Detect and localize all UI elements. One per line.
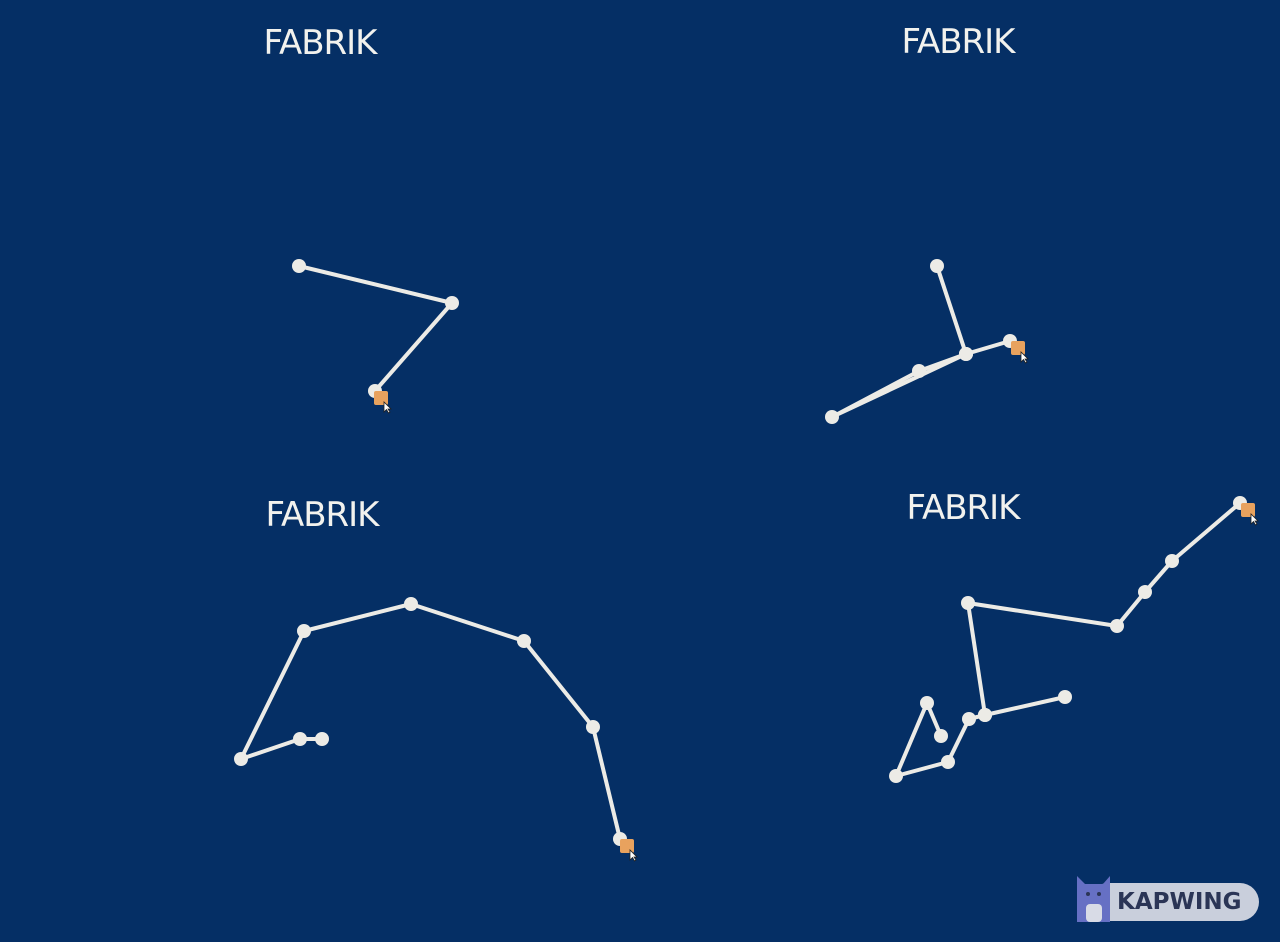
chain-segment-bottom-left-3 — [302, 602, 413, 633]
target-square-icon-top-left[interactable] — [374, 391, 388, 405]
panel-title-bottom-left: FABRIK — [265, 495, 380, 535]
chain-segment-bottom-right-2 — [966, 601, 1119, 628]
chain-joint-bottom-left-0[interactable] — [315, 732, 329, 746]
chain-joint-bottom-right-7[interactable] — [934, 729, 948, 743]
chain-segment-bottom-left-5 — [522, 639, 595, 729]
chain-joint-bottom-right-4[interactable] — [1138, 585, 1152, 599]
mouse-pointer-icon-top-left — [383, 401, 392, 414]
chain-joint-top-right-0[interactable] — [930, 259, 944, 273]
chain-joint-bottom-left-3[interactable] — [297, 624, 311, 638]
mouse-pointer-icon-bottom-left — [629, 849, 638, 862]
panel-title-bottom-right: FABRIK — [906, 488, 1021, 528]
target-square-icon-top-right[interactable] — [1011, 341, 1025, 355]
panel-title-top-left: FABRIK — [263, 23, 378, 63]
chain-joint-top-left-1[interactable] — [445, 296, 459, 310]
chain-segment-bottom-right-9 — [946, 717, 971, 764]
chain-joint-bottom-right-8[interactable] — [920, 696, 934, 710]
chain-joint-bottom-left-2[interactable] — [234, 752, 248, 766]
chain-joint-bottom-right-10[interactable] — [941, 755, 955, 769]
chain-joint-bottom-right-3[interactable] — [1110, 619, 1124, 633]
kapwing-watermark: KAPWING — [1077, 874, 1260, 922]
chain-joint-top-left-0[interactable] — [292, 259, 306, 273]
chain-joint-bottom-right-0[interactable] — [1058, 690, 1072, 704]
mouse-pointer-icon-bottom-right — [1250, 513, 1259, 526]
watermark-label: KAPWING — [1117, 889, 1242, 915]
chain-segment-bottom-left-6 — [591, 725, 622, 841]
chain-segment-top-right-0 — [935, 264, 968, 356]
panel-title-top-right: FABRIK — [901, 22, 1016, 62]
chain-segment-bottom-left-1 — [239, 737, 302, 761]
chain-segment-bottom-right-0 — [983, 695, 1067, 717]
chain-joint-bottom-right-11[interactable] — [962, 712, 976, 726]
chain-segment-bottom-left-2 — [239, 629, 306, 761]
chain-joint-bottom-left-4[interactable] — [404, 597, 418, 611]
chain-joint-bottom-left-1[interactable] — [293, 732, 307, 746]
chain-joint-bottom-left-6[interactable] — [586, 720, 600, 734]
target-square-icon-bottom-left[interactable] — [620, 839, 634, 853]
chain-segment-bottom-right-1 — [966, 601, 987, 717]
chain-joint-bottom-right-9[interactable] — [889, 769, 903, 783]
target-square-icon-bottom-right[interactable] — [1241, 503, 1255, 517]
chain-segment-bottom-left-4 — [409, 602, 526, 643]
chain-joint-bottom-right-12[interactable] — [978, 708, 992, 722]
chain-segment-bottom-right-8 — [894, 760, 950, 778]
watermark-pill — [1089, 883, 1259, 921]
chain-segment-top-right-4 — [964, 339, 1012, 356]
kapwing-cat-logo-icon — [1077, 876, 1110, 922]
chain-segment-top-left-0 — [297, 264, 454, 305]
chain-segment-bottom-right-3 — [1115, 590, 1147, 628]
chain-segment-bottom-right-7 — [894, 701, 929, 778]
chain-segment-top-right-3 — [917, 352, 968, 373]
chain-segment-top-left-1 — [373, 301, 454, 393]
chain-segment-bottom-right-5 — [1170, 501, 1242, 563]
chain-joint-bottom-left-5[interactable] — [517, 634, 531, 648]
mouse-pointer-icon-top-right — [1020, 351, 1029, 364]
chain-joint-top-right-2[interactable] — [825, 410, 839, 424]
chain-joint-top-right-3[interactable] — [912, 364, 926, 378]
chain-joint-bottom-right-2[interactable] — [961, 596, 975, 610]
chain-joint-bottom-right-5[interactable] — [1165, 554, 1179, 568]
chain-joint-top-right-4[interactable] — [959, 347, 973, 361]
chain-segment-top-right-2 — [830, 369, 921, 419]
